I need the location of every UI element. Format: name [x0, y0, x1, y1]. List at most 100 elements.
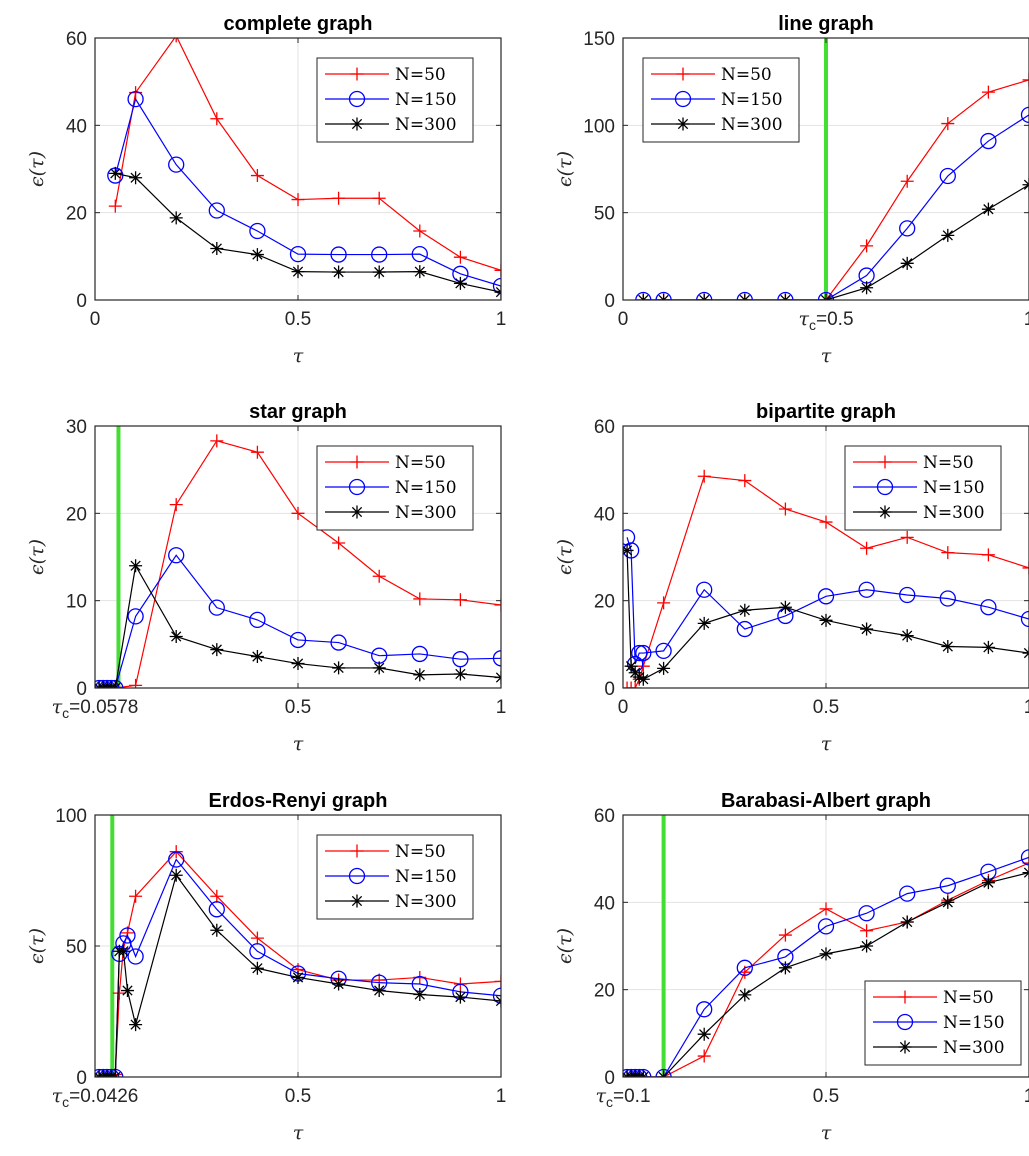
y-tick-label: 0 — [76, 679, 87, 700]
y-tick-label: 40 — [594, 893, 615, 914]
data-point — [250, 931, 264, 945]
data-point — [981, 202, 995, 216]
series-line-2 — [643, 114, 1029, 300]
plot-area — [95, 845, 501, 1077]
data-point — [492, 650, 501, 667]
data-point — [494, 974, 501, 988]
data-point — [738, 474, 752, 488]
x-tick-label: 0.5 — [813, 697, 839, 718]
x-tick-label: 1 — [496, 697, 507, 718]
y-axis-label: ϵ(τ) — [554, 928, 576, 964]
data-point — [330, 246, 347, 263]
y-tick-label: 0 — [76, 1068, 87, 1089]
legend-label: N=300 — [721, 115, 783, 135]
data-point — [492, 277, 501, 295]
y-tick-label: 20 — [66, 504, 87, 525]
data-point — [372, 661, 386, 675]
data-point — [697, 1027, 711, 1041]
legend-label: N=150 — [395, 478, 457, 498]
data-point — [624, 681, 638, 688]
data-point — [778, 502, 792, 516]
data-point — [119, 927, 136, 944]
data-point — [980, 132, 997, 150]
data-point — [899, 220, 916, 237]
x-tick-label: 0.5 — [813, 1086, 839, 1107]
legend: N=50 N=150 N=300 — [316, 445, 474, 531]
data-point — [697, 469, 711, 483]
x-tick-label: 1 — [1024, 697, 1029, 718]
data-point — [819, 902, 833, 916]
x-axis-label: τ — [821, 1122, 832, 1144]
data-point — [635, 291, 652, 300]
legend-label: N=300 — [943, 1038, 1005, 1058]
data-point — [95, 679, 112, 688]
y-tick-label: 50 — [66, 937, 87, 958]
legend: N=50 N=150 N=300 — [642, 57, 800, 143]
data-point — [635, 644, 652, 662]
y-axis-label: ϵ(τ) — [26, 151, 48, 187]
data-point — [129, 171, 143, 185]
data-point — [628, 681, 642, 688]
y-tick-label: 100 — [55, 806, 87, 827]
data-point — [900, 174, 914, 188]
data-point — [210, 643, 224, 657]
data-point — [981, 548, 995, 562]
data-point — [413, 987, 427, 1001]
data-point — [413, 265, 427, 279]
data-point — [210, 889, 224, 903]
data-point — [332, 536, 346, 550]
legend-marker — [878, 455, 892, 469]
data-point — [736, 959, 753, 976]
y-tick-label: 10 — [66, 592, 87, 613]
data-point — [210, 112, 224, 126]
data-point — [1022, 561, 1029, 575]
series-line-1 — [643, 79, 1029, 300]
plot-area — [623, 469, 1029, 688]
legend-box — [642, 57, 800, 143]
x-tick-label: 0.5 — [285, 1086, 311, 1107]
x-tick-label: τc=0.0578 — [52, 696, 139, 721]
chart-title: line graph — [778, 13, 874, 35]
legend-marker — [676, 117, 690, 131]
data-point — [696, 291, 713, 300]
data-point — [819, 613, 833, 627]
legend-marker — [896, 1013, 914, 1031]
data-point — [697, 1049, 711, 1063]
x-tick-label: 1 — [496, 309, 507, 330]
data-point — [332, 191, 346, 205]
series-line-2 — [627, 856, 1029, 1077]
data-point — [655, 642, 672, 660]
data-point — [738, 603, 752, 617]
data-point — [939, 590, 956, 607]
data-point — [697, 616, 711, 630]
data-point — [112, 986, 126, 1000]
data-point — [208, 202, 225, 219]
data-point — [453, 276, 467, 290]
data-point — [1020, 106, 1029, 124]
data-point — [332, 661, 346, 675]
legend-marker — [674, 90, 692, 108]
y-tick-label: 0 — [604, 291, 615, 312]
data-point — [736, 620, 753, 638]
legend-box — [864, 980, 1022, 1066]
data-point — [127, 90, 144, 108]
y-axis-label: ϵ(τ) — [554, 539, 576, 575]
data-point — [1022, 866, 1029, 880]
data-point — [696, 581, 713, 598]
legend-marker — [876, 478, 894, 496]
x-axis-label: τ — [293, 1122, 304, 1144]
legend-marker — [350, 455, 364, 469]
data-point — [941, 546, 955, 560]
x-tick-label: τc=0.5 — [798, 308, 853, 333]
y-tick-label: 40 — [66, 116, 87, 137]
x-tick-label: τc=0.1 — [595, 1085, 650, 1110]
legend-marker — [898, 990, 912, 1004]
chart-panel-4: 0 0.5 1 0 20 40 60 bipartite graph τ ϵ(τ) N=50 N=15… — [554, 401, 1029, 755]
series-line-2 — [99, 858, 501, 1077]
x-tick-label: 0 — [618, 309, 629, 330]
data-point — [129, 1018, 143, 1032]
legend-label: N=150 — [721, 90, 783, 110]
data-point — [372, 984, 386, 998]
legend-marker — [350, 67, 364, 81]
legend: N=50 N=150 N=300 — [864, 980, 1022, 1066]
